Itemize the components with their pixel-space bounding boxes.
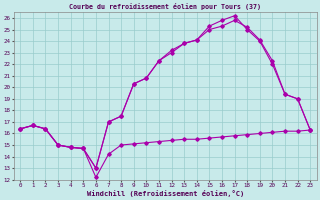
Title: Courbe du refroidissement éolien pour Tours (37): Courbe du refroidissement éolien pour To… bbox=[69, 3, 261, 10]
X-axis label: Windchill (Refroidissement éolien,°C): Windchill (Refroidissement éolien,°C) bbox=[87, 190, 244, 197]
